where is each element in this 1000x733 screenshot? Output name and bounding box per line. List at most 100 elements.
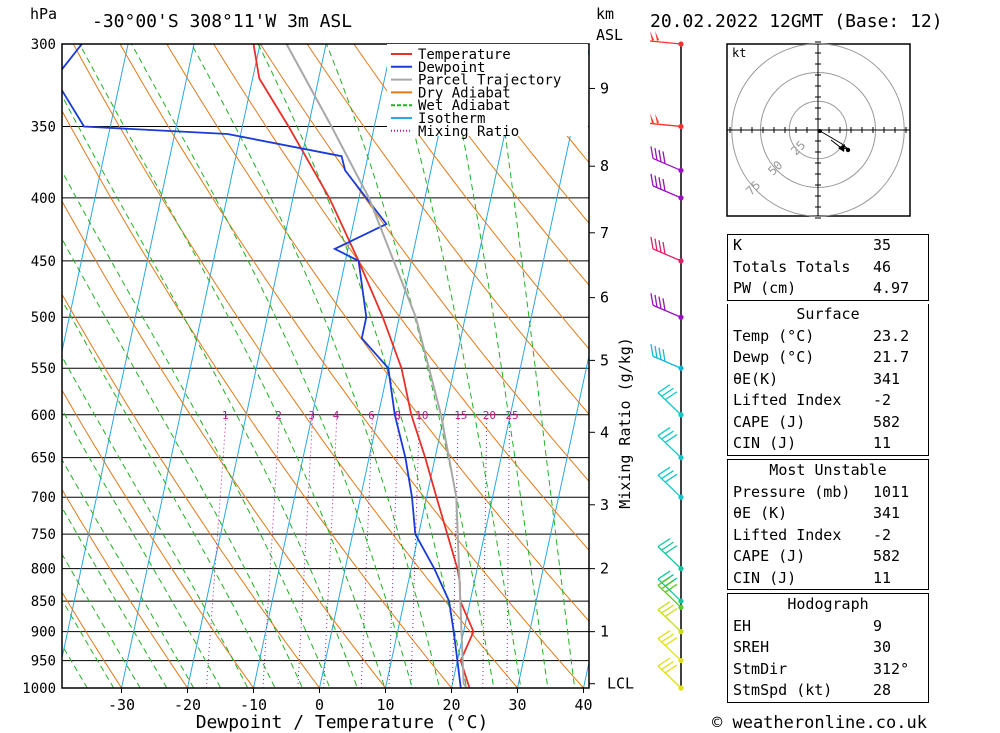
wind-barb: [657, 576, 684, 610]
wind-barb: [650, 344, 684, 371]
wind-barb: [657, 630, 684, 664]
hodograph-table: Hodograph EH 9 SREH 30 StmDir 312° StmSpd (kt)…: [727, 593, 929, 703]
wind-barb: [657, 538, 684, 572]
wind-barb: [649, 31, 684, 47]
pressure-tick-label: 1000: [22, 681, 56, 697]
surface-key: Temp (°C): [733, 326, 815, 345]
mu-key: CIN (J): [733, 568, 797, 587]
legend-entry: Isotherm: [418, 111, 485, 127]
legend-entry: Parcel Trajectory: [418, 73, 561, 89]
dry-adiabat-line: [62, 109, 453, 688]
legend-box: [387, 44, 588, 136]
mixing-ratio-line: [451, 414, 459, 688]
asl-label: ASL: [596, 26, 623, 44]
hodo-value: 30: [873, 638, 892, 656]
isotherm-line: [0, 7, 4, 714]
mixing-ratio-label: 20: [483, 409, 496, 422]
storm-motion-marker: [845, 147, 851, 153]
height-km-label: 8: [600, 157, 609, 175]
height-km-label: 9: [600, 79, 609, 97]
mixing-ratio-line: [482, 414, 488, 688]
hodograph-title: Hodograph: [787, 595, 869, 613]
hodo-key: StmDir: [733, 659, 788, 678]
mu-key: CAPE (J): [733, 547, 806, 565]
index-value: 46: [873, 257, 892, 276]
hodo-value: 9: [873, 616, 883, 635]
mixing-ratio-axis-label: Mixing Ratio (g/kg): [616, 337, 634, 509]
height-km-label: 3: [600, 496, 609, 514]
pressure-tick-label: 300: [31, 37, 56, 53]
hodo-row: StmDir 312°: [728, 659, 928, 681]
height-km-label: 1: [600, 623, 609, 641]
wet-adiabat-line: [62, 598, 115, 688]
height-km-label: 6: [600, 289, 609, 307]
height-km-label: 2: [600, 560, 609, 578]
surface-value: 23.2: [873, 326, 910, 345]
isotherm-line: [517, 353, 589, 688]
height-km-label: 4: [600, 423, 609, 441]
mixing-ratio-label: 2: [275, 409, 282, 422]
isotherm-line: [187, 44, 327, 688]
mixing-ratio-label: 15: [454, 409, 467, 422]
wind-barb: [657, 384, 684, 418]
mixing-ratio-label: 25: [505, 409, 518, 422]
surface-row: Dewp (°C) 21.7: [728, 347, 928, 369]
wet-adiabat-line: [62, 506, 168, 688]
mixing-ratio-label: 10: [415, 409, 428, 422]
mixing-ratio-label: 8: [394, 409, 401, 422]
mixing-ratio-line: [360, 414, 373, 688]
dry-adiabat-line: [62, 293, 321, 688]
mixing-ratio-line: [506, 414, 510, 688]
dry-adiabat-line: [62, 488, 189, 688]
mu-key: Pressure (mb): [733, 482, 851, 501]
pressure-tick-label: 450: [31, 254, 56, 270]
pressure-tick-label: 900: [31, 625, 56, 641]
surface-row: Lifted Index -2: [728, 390, 928, 412]
location-title: -30°00'S 308°11'W 3m ASL: [92, 11, 352, 32]
isotherm-line: [121, 44, 261, 688]
dry-adiabat-line: [353, 44, 589, 350]
mixing-ratio-label: 3: [308, 409, 315, 422]
surface-key: CAPE (J): [733, 412, 806, 431]
legend-entry: Dewpoint: [418, 60, 485, 76]
wet-adiabat-line: [444, 44, 549, 688]
wind-barb: [657, 657, 684, 691]
isotherm-line: [62, 44, 129, 354]
index-key: K: [733, 236, 743, 254]
wind-barb: [650, 293, 684, 320]
mixing-ratio-line: [410, 414, 420, 688]
temperature-profile: [252, 44, 475, 688]
surface-key: Lifted Index: [733, 391, 842, 409]
surface-key: θE(K): [733, 369, 779, 388]
dewpoint-profile: [62, 44, 462, 688]
most-unstable-title: Most Unstable: [769, 461, 887, 479]
mixing-ratio-line: [205, 414, 227, 688]
dry-adiabat-line: [62, 389, 255, 688]
index-value: 35: [873, 236, 892, 254]
dry-adiabat-line: [62, 200, 387, 688]
pressure-tick-label: 400: [31, 191, 56, 207]
surface-key: Dewp (°C): [733, 348, 815, 366]
wet-adiabat-line: [62, 237, 303, 688]
dry-adiabat-line: [119, 44, 585, 688]
index-value: 4.97: [873, 279, 910, 297]
dry-adiabat-line: [166, 44, 589, 622]
wet-adiabat-line: [62, 408, 222, 688]
surface-value: 582: [873, 412, 901, 431]
parcel-trajectory: [285, 44, 469, 688]
pressure-tick-label: 950: [31, 654, 56, 670]
legend-entry: Temperature: [418, 47, 511, 63]
surface-row: CIN (J) 11: [728, 433, 928, 455]
hodograph-trace: [819, 130, 849, 150]
x-tick-label: -10: [240, 696, 267, 714]
hodo-row: EH 9: [728, 616, 928, 638]
legend-entry: Wet Adiabat: [418, 98, 511, 114]
mixing-ratio-label: 4: [333, 409, 340, 422]
lcl-label: LCL: [607, 675, 634, 693]
dry-adiabat-line: [400, 44, 589, 286]
indices-table: K 35 Totals Totals 46 PW (cm) 4.97: [727, 234, 929, 301]
mixing-ratio-line: [262, 414, 281, 688]
x-tick-label: -20: [174, 696, 201, 714]
x-tick-label: 20: [442, 696, 460, 714]
pressure-tick-label: 750: [31, 527, 56, 543]
